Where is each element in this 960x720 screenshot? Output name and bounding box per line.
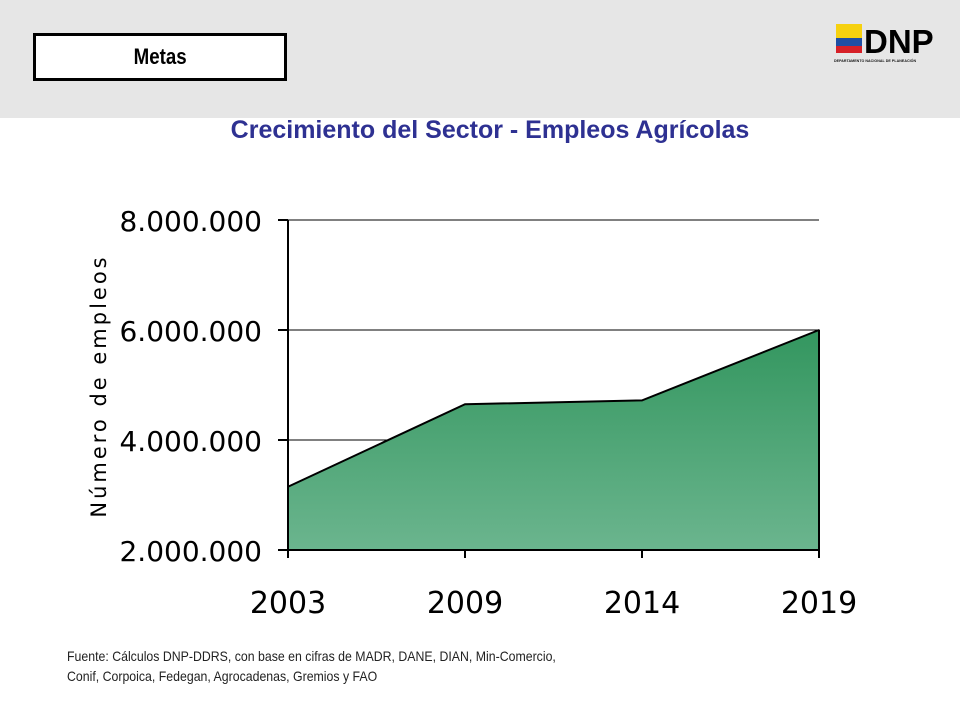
dnp-logo: DNP bbox=[836, 23, 934, 60]
area-fill bbox=[288, 330, 819, 550]
data-point-2009 bbox=[464, 403, 466, 406]
logo-text: DNP bbox=[864, 23, 934, 60]
chart-title: Crecimiento del Sector - Empleos Agrícol… bbox=[230, 116, 750, 144]
metas-section-box: Metas bbox=[33, 33, 287, 81]
area-top-line bbox=[287, 329, 820, 488]
flag-blue-stripe bbox=[836, 38, 862, 46]
y-tick-label-1: 4.000.000 bbox=[119, 425, 262, 458]
metas-label: Metas bbox=[133, 44, 187, 69]
x-tick-label-2019: 2019 bbox=[781, 586, 857, 620]
x-tick-label-2009: 2009 bbox=[427, 586, 503, 620]
y-tick-label-2: 6.000.000 bbox=[119, 315, 262, 348]
source-note: Fuente: Cálculos DNP-DDRS, con base en c… bbox=[67, 648, 556, 684]
y-axis-label: Número de empleos bbox=[87, 254, 111, 517]
flag-red-stripe bbox=[836, 46, 862, 53]
y-tick-label-3: 8.000.000 bbox=[119, 205, 262, 238]
data-point-2014 bbox=[641, 399, 643, 402]
x-tick-label-2003: 2003 bbox=[250, 586, 326, 620]
logo-caption: DEPARTAMENTO NACIONAL DE PLANEACIÓN bbox=[834, 59, 917, 63]
y-tick-label-0: 2.000.000 bbox=[119, 535, 262, 568]
data-point-2019 bbox=[818, 329, 820, 331]
flag-yellow-stripe bbox=[836, 24, 862, 38]
area-chart: 2.000.000 4.000.000 6.000.000 8.000.000 2003… bbox=[87, 205, 857, 620]
x-tick-label-2014: 2014 bbox=[604, 586, 680, 620]
